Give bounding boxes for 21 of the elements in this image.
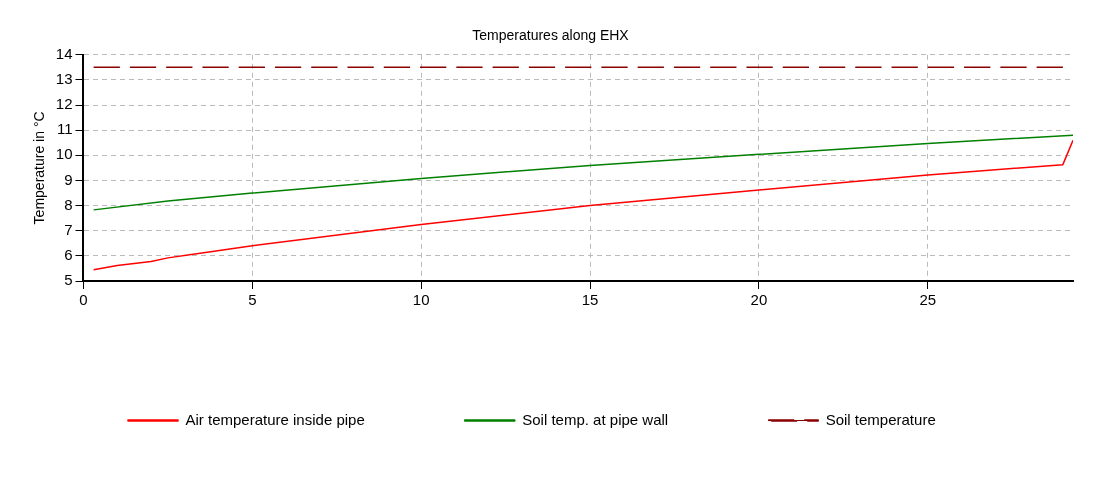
- y-tick-label: 10: [55, 145, 73, 163]
- y-tick-label: 14: [55, 44, 73, 62]
- y-tick-label: 8: [64, 195, 73, 213]
- y-tick-label: 7: [64, 220, 73, 238]
- x-tick-label: 15: [581, 291, 599, 309]
- x-tick-label: 0: [79, 291, 88, 309]
- y-tick-label: 6: [64, 246, 73, 264]
- y-tick-label: 12: [55, 95, 73, 113]
- x-tick-label: 25: [919, 291, 937, 309]
- y-tick-label: 5: [64, 271, 73, 289]
- x-tick-label: 20: [750, 291, 768, 309]
- y-tick-label: 9: [64, 170, 73, 188]
- legend-label: Soil temp. at pipe wall: [522, 410, 669, 428]
- chart-title: Temperatures along EHX: [472, 27, 630, 44]
- y-tick-label: 13: [55, 70, 73, 88]
- y-axis-title: Temperature in °C: [31, 111, 48, 225]
- x-tick-label: 5: [248, 291, 257, 309]
- x-tick-label: 10: [412, 291, 430, 309]
- legend-label: Soil temperature: [825, 410, 936, 428]
- y-tick-label: 11: [56, 120, 73, 138]
- legend-label: Air temperature inside pipe: [185, 410, 365, 428]
